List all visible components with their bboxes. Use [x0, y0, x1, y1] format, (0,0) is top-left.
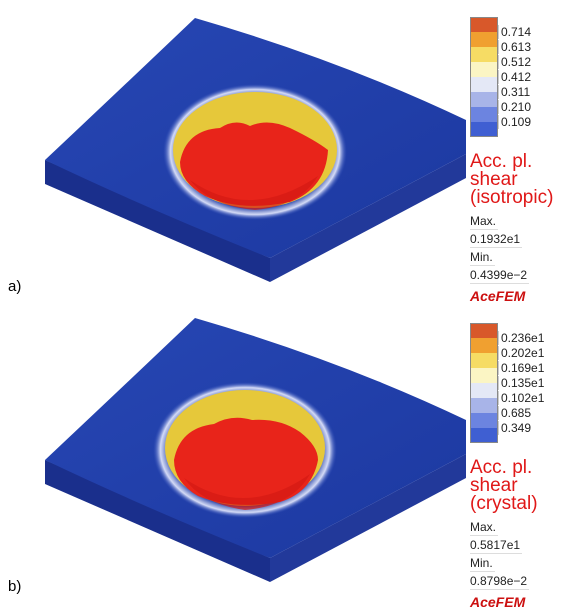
scale-tick-label: 0.109 — [498, 115, 534, 129]
plate-side-left — [45, 460, 270, 582]
scale-row: 0.102e1 — [470, 383, 563, 405]
plate-side-right — [270, 454, 466, 582]
scale-row: 0.135e1 — [470, 368, 563, 390]
max-label: Max. — [470, 214, 499, 230]
scale-swatch — [470, 92, 498, 107]
legend-title-line: shear — [470, 475, 518, 496]
scale-swatch — [470, 323, 498, 338]
scale-tick-label: 0.685 — [498, 406, 534, 420]
legend-title: Acc. pl. shear (isotropic) — [470, 151, 563, 208]
scale-row: 0.236e1 — [470, 323, 563, 345]
scale-tick-label: 0.202e1 — [498, 346, 547, 360]
scale-swatch — [470, 17, 498, 32]
scale-row: 0.512 — [470, 47, 563, 69]
scale-swatch — [470, 353, 498, 368]
scale-row: 0.685 — [470, 398, 563, 420]
panel-label-a: a) — [8, 278, 22, 295]
scale-row: 0.169e1 — [470, 353, 563, 375]
acefem-logo: AceFEM — [470, 594, 526, 610]
scale-tick-label: 0.412 — [498, 70, 534, 84]
scale-swatch — [470, 398, 498, 413]
scale-swatch — [470, 122, 498, 137]
scale-swatch — [470, 77, 498, 92]
scale-row: 0.714 — [470, 17, 563, 39]
panel-label-b: b) — [8, 578, 22, 595]
scale-swatch — [470, 32, 498, 47]
scale-swatch — [470, 47, 498, 62]
plate-plot-a — [45, 18, 466, 282]
legend-title: Acc. pl. shear (crystal) — [470, 457, 563, 514]
scale-swatch — [470, 62, 498, 77]
scale-row — [470, 122, 563, 137]
scale-tick-label: 0.102e1 — [498, 391, 547, 405]
color-scale: 0.714 0.613 0.512 0.412 0.311 0.210 0.10… — [470, 17, 563, 137]
legend-b: 0.236e1 0.202e1 0.169e1 0.135e1 0.102e1 … — [470, 323, 563, 610]
legend-title-line: Acc. pl. — [470, 151, 533, 172]
scale-row: 0.412 — [470, 62, 563, 84]
plate-side-right — [270, 154, 466, 282]
legend-title-line: (crystal) — [470, 493, 538, 514]
scale-swatch — [470, 368, 498, 383]
scale-swatch — [470, 383, 498, 398]
legend-stats: Max. 0.5817e1 Min. 0.8798e−2 — [470, 518, 563, 590]
scale-row: 0.349 — [470, 413, 563, 435]
crater-inner-shadow — [184, 474, 310, 510]
scale-tick-label: 0.613 — [498, 40, 534, 54]
scale-tick-label: 0.349 — [498, 421, 534, 435]
max-value: 0.1932e1 — [470, 232, 523, 248]
legend-title-line: (isotropic) — [470, 187, 554, 208]
scale-swatch — [470, 107, 498, 122]
scale-row: 0.109 — [470, 107, 563, 129]
min-label: Min. — [470, 250, 495, 266]
scale-tick-label: 0.236e1 — [498, 331, 547, 345]
scale-tick-label: 0.714 — [498, 25, 534, 39]
color-scale: 0.236e1 0.202e1 0.169e1 0.135e1 0.102e1 … — [470, 323, 563, 443]
scale-tick-label: 0.169e1 — [498, 361, 547, 375]
scale-swatch — [470, 338, 498, 353]
scale-tick-label: 0.135e1 — [498, 376, 547, 390]
scale-row: 0.210 — [470, 92, 563, 114]
scale-swatch — [470, 428, 498, 443]
crater-inner-shadow — [190, 176, 318, 210]
legend-title-line: Acc. pl. — [470, 457, 533, 478]
min-value: 0.8798e−2 — [470, 574, 530, 590]
scale-row: 0.202e1 — [470, 338, 563, 360]
legend-a: 0.714 0.613 0.512 0.412 0.311 0.210 0.10… — [470, 17, 563, 304]
plate-plot-b — [45, 318, 466, 582]
scale-row: 0.613 — [470, 32, 563, 54]
max-label: Max. — [470, 520, 499, 536]
legend-title-line: shear — [470, 169, 518, 190]
min-label: Min. — [470, 556, 495, 572]
scale-row: 0.311 — [470, 77, 563, 99]
legend-stats: Max. 0.1932e1 Min. 0.4399e−2 — [470, 212, 563, 284]
min-value: 0.4399e−2 — [470, 268, 530, 284]
max-value: 0.5817e1 — [470, 538, 523, 554]
scale-swatch — [470, 413, 498, 428]
acefem-logo: AceFEM — [470, 288, 526, 304]
scale-row — [470, 428, 563, 443]
plate-side-left — [45, 160, 270, 282]
scale-tick-label: 0.311 — [498, 85, 533, 99]
scale-tick-label: 0.512 — [498, 55, 534, 69]
crater-hot-zone — [174, 417, 318, 505]
scale-tick-label: 0.210 — [498, 100, 534, 114]
crater-hot-zone — [180, 122, 328, 206]
